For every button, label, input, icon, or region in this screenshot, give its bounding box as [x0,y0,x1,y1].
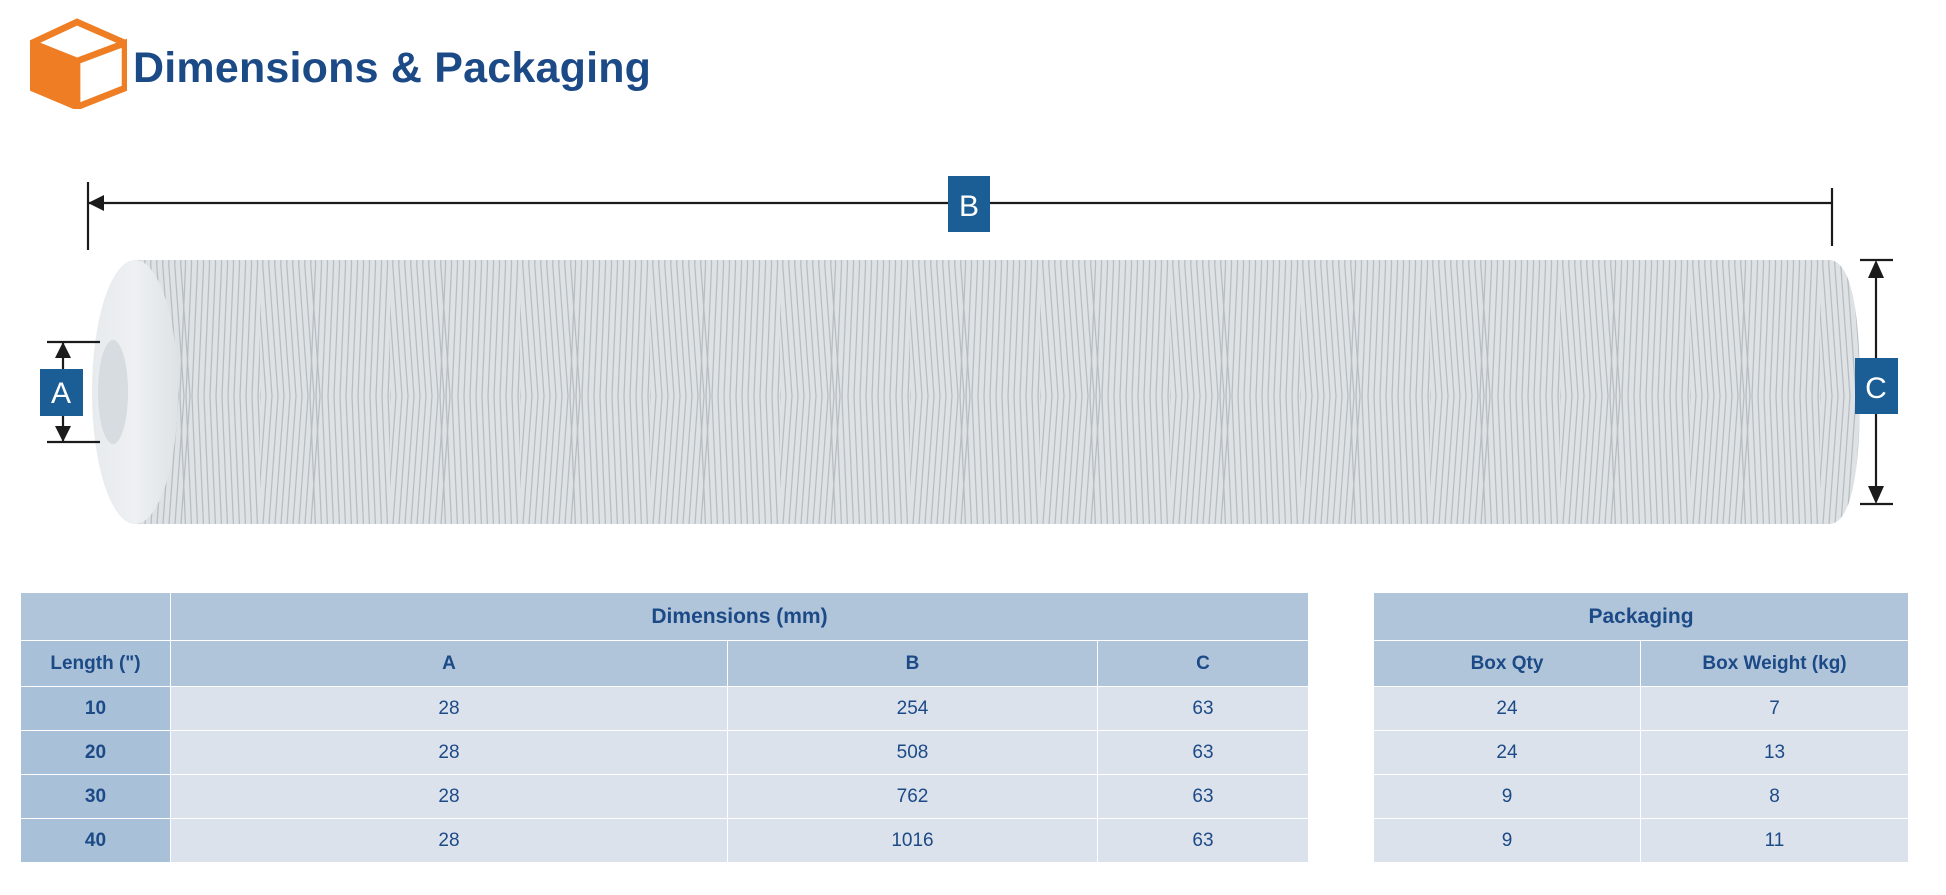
svg-text:B: B [959,190,979,223]
svg-text:A: A [51,377,71,410]
svg-text:C: C [1865,372,1887,405]
